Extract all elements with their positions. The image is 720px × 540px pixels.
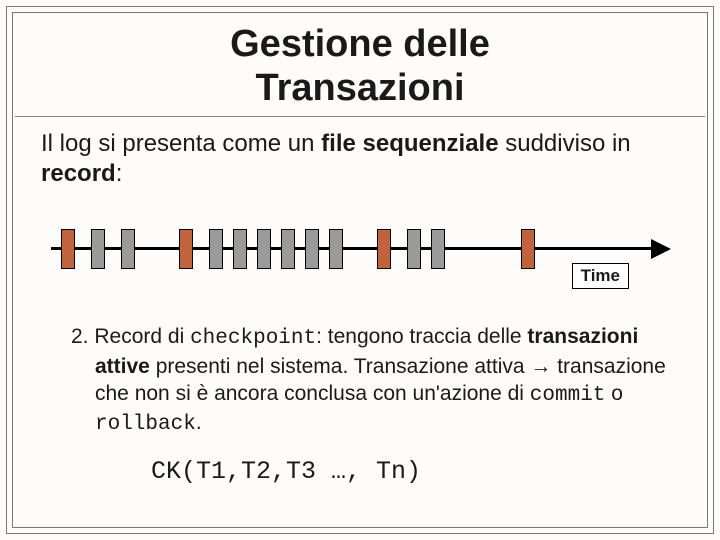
timeline-axis: [51, 247, 659, 250]
checkpoint-tick: [521, 229, 535, 269]
item-t2: : tengono traccia delle: [316, 325, 527, 348]
timeline-arrowhead: [651, 239, 671, 259]
item-t1: Record di: [94, 325, 190, 348]
inner-frame: Gestione delle Transazioni Il log si pre…: [12, 12, 708, 528]
time-label: Time: [572, 263, 629, 289]
record-tick: [91, 229, 105, 269]
record-tick: [233, 229, 247, 269]
intro-mid: suddiviso in: [499, 130, 631, 157]
record-tick: [431, 229, 445, 269]
list-item-2: 2. Record di checkpoint: tengono traccia…: [41, 323, 679, 438]
record-tick: [257, 229, 271, 269]
item-number: 2.: [71, 325, 94, 348]
checkpoint-tick: [61, 229, 75, 269]
intro-pre: Il log si presenta come un: [41, 130, 321, 157]
title-line-1: Gestione delle: [230, 23, 490, 65]
ck-expression: CK(T1,T2,T3 …, Tn): [41, 457, 679, 486]
intro-post: :: [116, 160, 123, 187]
item-t5: o: [605, 382, 623, 405]
record-tick: [407, 229, 421, 269]
item-t3: presenti nel sistema. Transazione attiva: [150, 355, 531, 378]
record-tick: [281, 229, 295, 269]
record-tick: [329, 229, 343, 269]
intro-text: Il log si presenta come un file sequenzi…: [41, 129, 679, 189]
record-tick: [305, 229, 319, 269]
item-t6: .: [196, 411, 202, 434]
checkpoint-tick: [179, 229, 193, 269]
intro-bold-2: record: [41, 160, 116, 187]
content-area: Il log si presenta come un file sequenzi…: [13, 117, 707, 485]
checkpoint-tick: [377, 229, 391, 269]
item-mono-checkpoint: checkpoint: [190, 327, 316, 350]
timeline: Time: [51, 219, 669, 289]
intro-bold-1: file sequenziale: [321, 130, 498, 157]
title-line-2: Transazioni: [255, 67, 464, 109]
slide-title: Gestione delle Transazioni: [13, 13, 707, 116]
arrow-icon: →: [530, 355, 551, 378]
record-tick: [209, 229, 223, 269]
item-mono-rollback: rollback: [95, 413, 196, 436]
record-tick: [121, 229, 135, 269]
item-mono-commit: commit: [530, 384, 606, 407]
